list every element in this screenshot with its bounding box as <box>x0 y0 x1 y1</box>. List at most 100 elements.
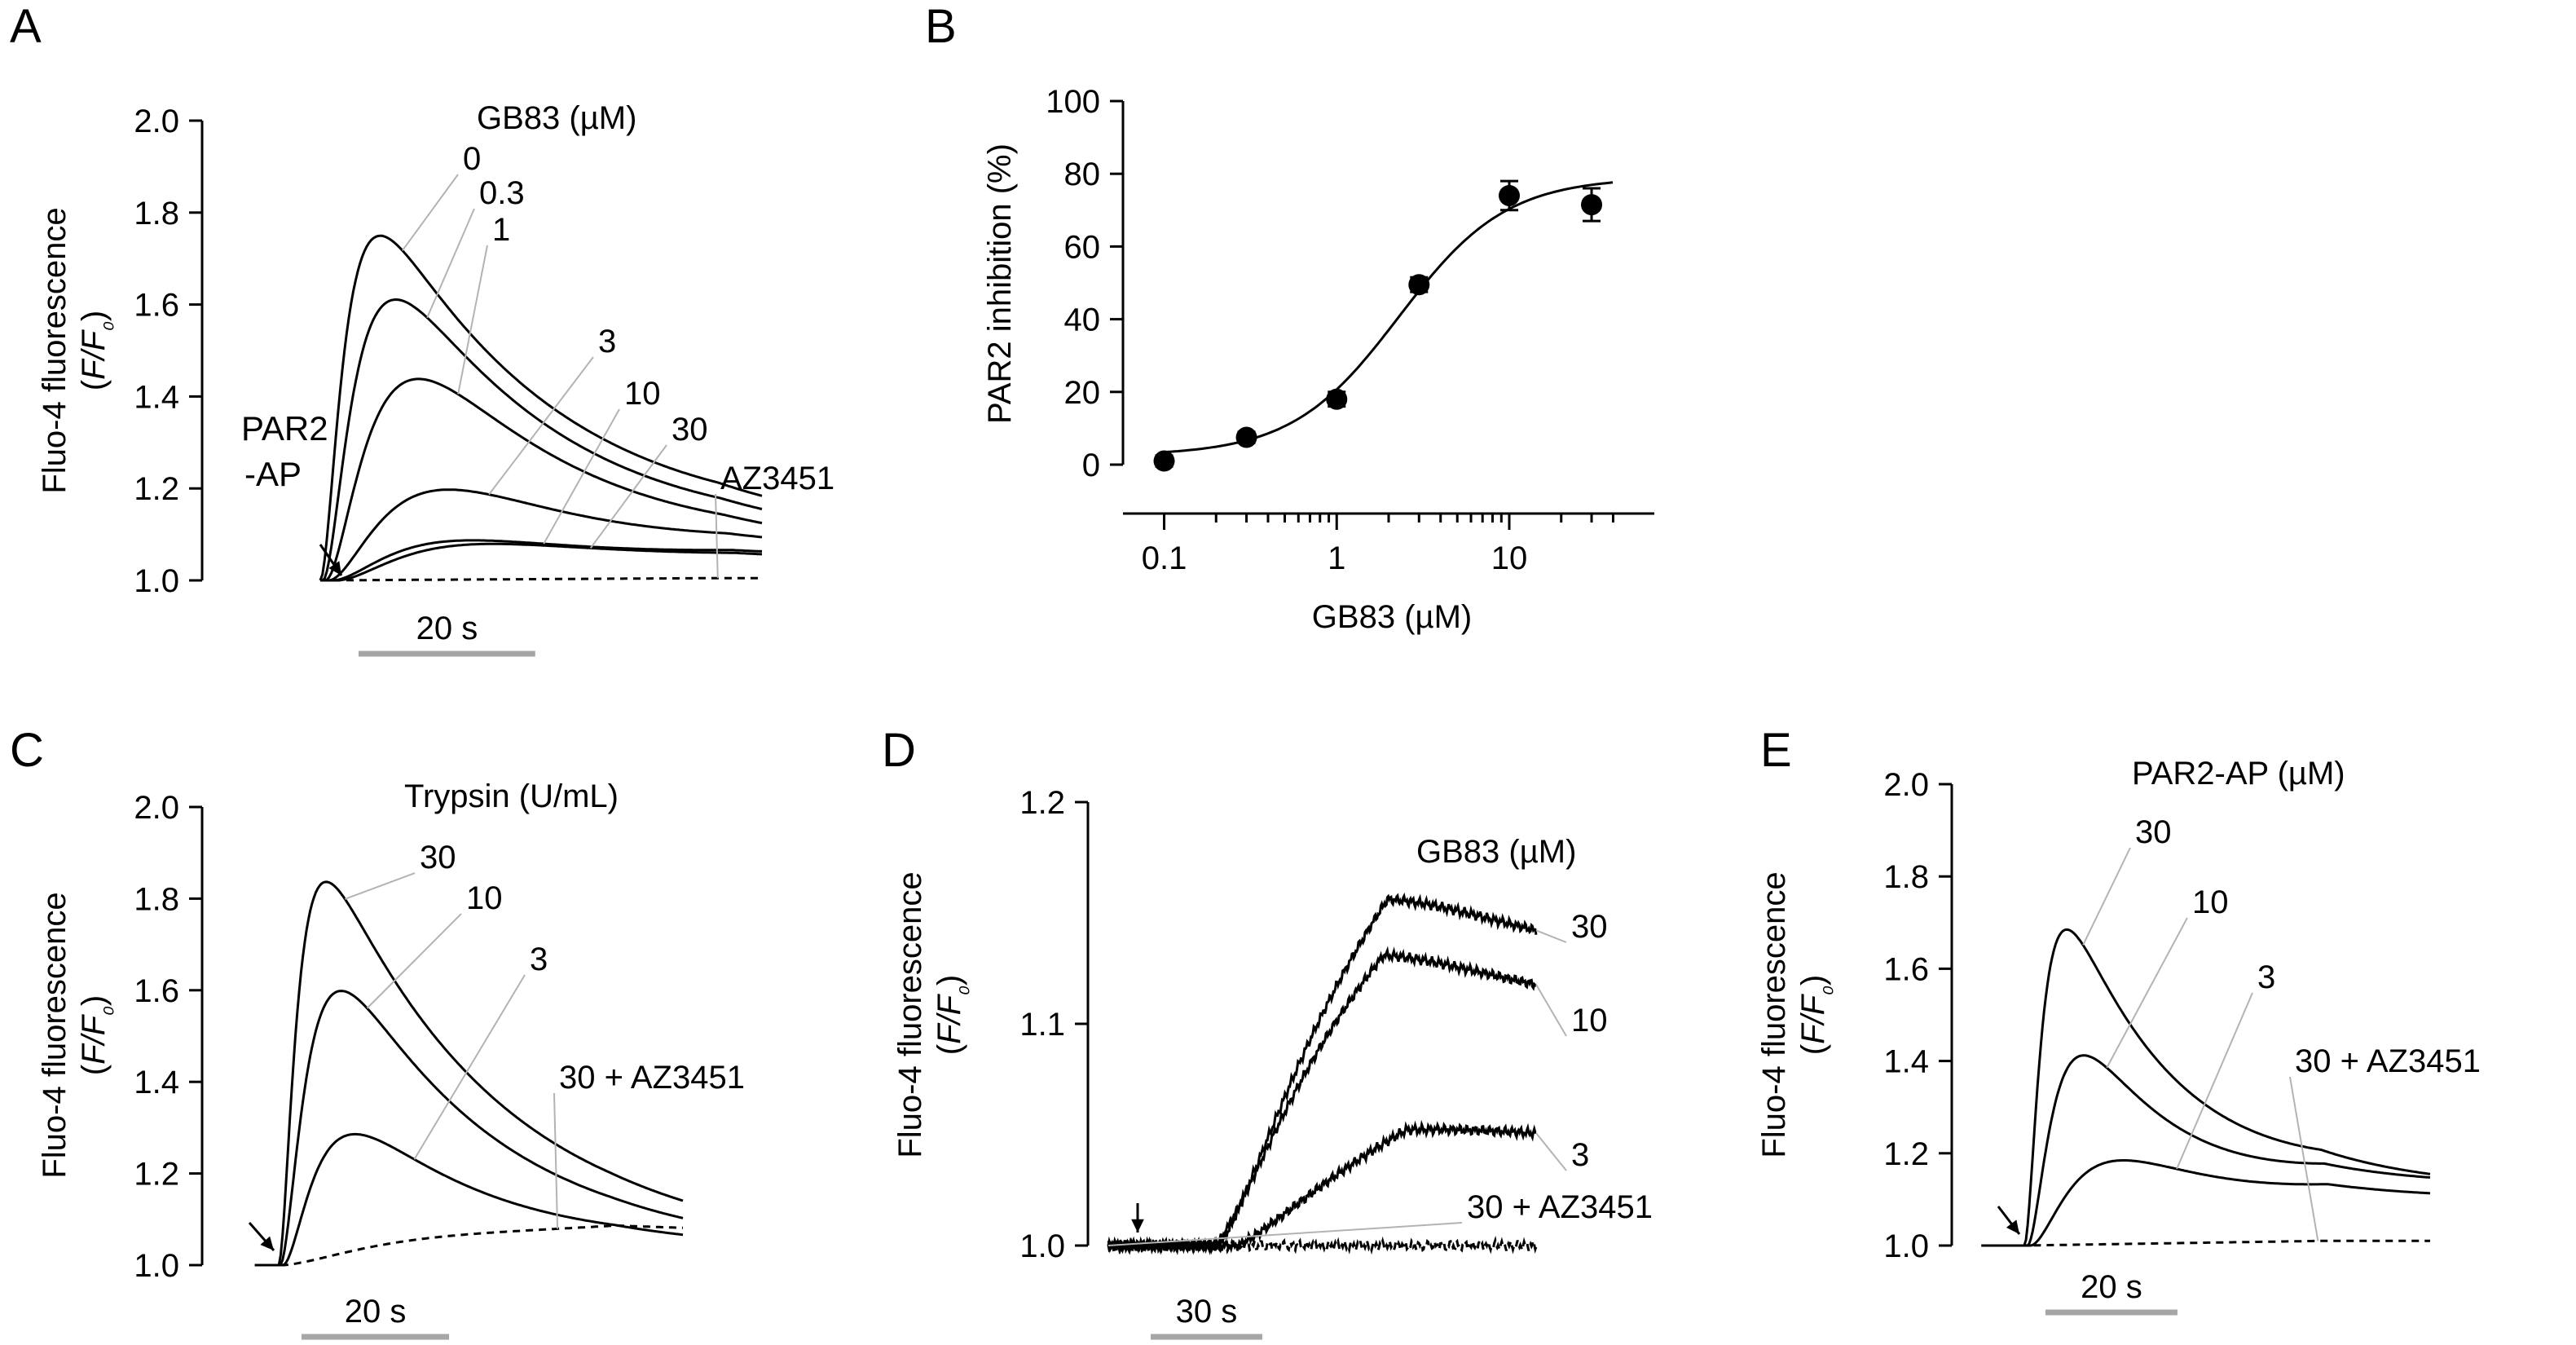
panel-c-y-tick-label: 1.8 <box>134 881 179 917</box>
panel-a-y-tick-label: 2.0 <box>134 104 179 139</box>
panel-letter-c: C <box>10 724 44 777</box>
panel-a-stimulus-label-line1: PAR2 <box>241 409 328 448</box>
panel-a-y-tick-label: 1.4 <box>134 379 179 415</box>
panel-c-series-label: 3 <box>530 942 548 977</box>
panel-d-y-axis-label: Fluo-4 fluorescence <box>892 871 928 1158</box>
panel-e-leader-line <box>2106 917 2188 1069</box>
panel-b-data-point <box>1326 388 1348 410</box>
panel-c-title: Trypsin (U/mL) <box>404 778 619 814</box>
panel-e-y-tick-label: 1.0 <box>1883 1228 1929 1264</box>
panel-e-stimulus-arrow-head <box>2006 1219 2019 1234</box>
panel-e-leader-line <box>2289 1076 2319 1241</box>
panel-d-leader-line <box>1107 1222 1463 1246</box>
panel-b-y-tick-label: 0 <box>1082 448 1100 483</box>
panel-letter-d: D <box>882 724 916 777</box>
panel-b-y-axis-label: PAR2 inhibition (%) <box>982 143 1018 424</box>
panel-a-scalebar-label: 20 s <box>416 611 478 646</box>
panel-a-leader-line <box>402 174 459 251</box>
panel-a-leader-line <box>543 408 620 545</box>
panel-b-data-point <box>1235 426 1257 448</box>
panel-d-leader-line <box>1535 984 1567 1037</box>
panel-a-y-tick-label: 1.2 <box>134 471 179 507</box>
panel-e-series-label: 30 + AZ3451 <box>2295 1043 2481 1079</box>
panel-c-leader-line <box>344 872 416 900</box>
panel-a-trace <box>319 234 763 581</box>
panel-b-x-tick-label: 1 <box>1328 540 1345 576</box>
panel-a-series-label: 0 <box>463 141 481 177</box>
panel-a-stimulus-arrow-head <box>328 561 341 575</box>
panel-e-y-axis-units: (F/F₀) <box>1795 975 1835 1055</box>
panel-a-trace <box>320 298 763 582</box>
panel-b-data-point <box>1499 184 1520 206</box>
panel-b-y-tick-label: 60 <box>1064 229 1101 265</box>
panel-e-y-tick-label: 1.8 <box>1883 859 1929 895</box>
panel-a-y-tick-label: 1.8 <box>134 196 179 232</box>
panel-d-y-tick-label: 1.1 <box>1019 1007 1065 1043</box>
panel-a-series-label: AZ3451 <box>720 461 834 496</box>
panel-c-trace <box>254 1224 684 1267</box>
panel-d-series-label: 30 <box>1571 909 1608 945</box>
panel-e-series-label: 3 <box>2257 959 2275 995</box>
panel-d-y-axis-units: (F/F₀) <box>931 975 971 1055</box>
panel-b-y-tick-label: 40 <box>1064 302 1101 338</box>
panel-c-trace <box>254 880 684 1267</box>
panel-c-y-tick-label: 1.4 <box>134 1065 179 1100</box>
panel-c-trace <box>254 1132 684 1267</box>
panel-a-leader-line <box>589 444 667 549</box>
panel-d-trace <box>1107 1235 1538 1255</box>
panel-d-leader-line <box>1535 929 1567 943</box>
panel-e-scalebar-label: 20 s <box>2081 1269 2142 1305</box>
panel-c-series-label: 30 + AZ3451 <box>559 1060 745 1096</box>
panel-a-series-label: 3 <box>598 324 616 359</box>
panel-e-leader-line <box>2176 992 2253 1170</box>
panel-b-data-point <box>1153 450 1175 472</box>
panel-a-leader-line <box>457 245 488 395</box>
panel-c-y-tick-label: 1.2 <box>134 1157 179 1193</box>
panel-a-y-tick-label: 1.6 <box>134 288 179 324</box>
panel-c-trace <box>254 990 684 1267</box>
panel-a-y-axis-label: Fluo-4 fluorescence <box>37 207 73 493</box>
panel-e-title: PAR2-AP (µM) <box>2132 756 2345 792</box>
panel-d-series-label: 30 + AZ3451 <box>1467 1189 1653 1225</box>
panel-b-data-point <box>1408 274 1430 296</box>
panel-b-y-tick-label: 20 <box>1064 375 1101 411</box>
panel-d-title: GB83 (µM) <box>1416 834 1576 870</box>
panel-a-trace <box>320 576 762 582</box>
panel-d-leader-line <box>1535 1132 1567 1171</box>
panel-c-leader-line <box>553 1092 559 1229</box>
panel-c-scalebar-label: 20 s <box>345 1294 407 1330</box>
panel-a-leader-line <box>715 493 719 579</box>
panel-letter-e: E <box>1760 724 1792 777</box>
panel-e-series-label: 30 <box>2135 814 2172 850</box>
panel-c-series-label: 30 <box>420 840 456 875</box>
panel-e-trace <box>1981 1239 2430 1247</box>
panel-b-x-axis-label: GB83 (µM) <box>1312 599 1472 635</box>
panel-b-y-tick-label: 100 <box>1046 84 1100 120</box>
panel-e-y-axis-label: Fluo-4 fluorescence <box>1756 871 1792 1158</box>
panel-e-leader-line <box>2082 847 2131 946</box>
panel-letter-a: A <box>10 0 42 53</box>
panel-c-y-tick-label: 1.0 <box>134 1248 179 1284</box>
panel-a-series-label: 0.3 <box>479 175 525 211</box>
panel-e-y-tick-label: 1.2 <box>1883 1136 1929 1172</box>
panel-e-trace <box>1981 1159 2431 1247</box>
panel-d-stimulus-arrow-head <box>1131 1219 1144 1233</box>
panel-c-stimulus-arrow-head <box>260 1236 274 1250</box>
panel-b-data-point <box>1581 194 1603 216</box>
panel-a-leader-line <box>488 356 594 496</box>
panel-a-stimulus-label-line2: -AP <box>244 455 302 493</box>
panel-e-series-label: 10 <box>2192 884 2229 920</box>
panel-a-trace <box>320 539 763 582</box>
panel-a-series-label: 1 <box>492 212 510 248</box>
panel-b-x-tick-label: 0.1 <box>1142 540 1187 576</box>
panel-d-series-label: 10 <box>1571 1003 1608 1039</box>
panel-c-y-axis-units: (F/F₀) <box>76 995 116 1075</box>
panel-a-title: GB83 (µM) <box>477 100 636 136</box>
panel-e-trace <box>1981 928 2431 1247</box>
panel-c-y-tick-label: 1.6 <box>134 973 179 1009</box>
panel-c-leader-line <box>413 974 526 1160</box>
panel-a-trace <box>320 377 763 582</box>
panel-a-trace <box>320 542 763 582</box>
panel-e-y-tick-label: 1.6 <box>1883 951 1929 987</box>
